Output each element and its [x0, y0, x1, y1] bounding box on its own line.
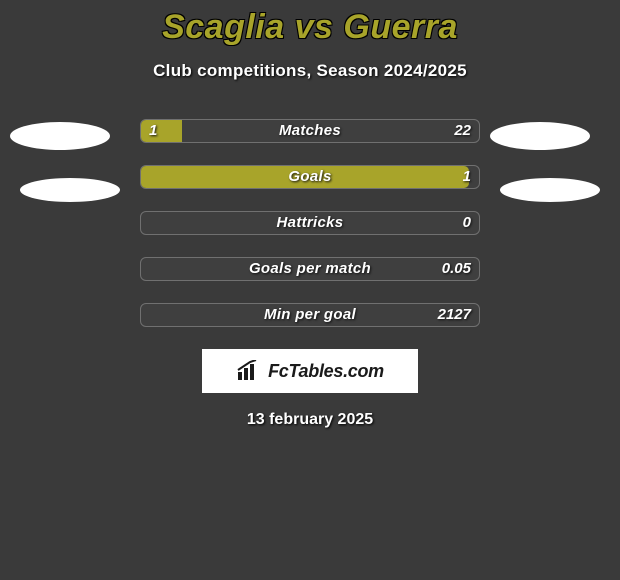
stat-row: Goals1	[140, 165, 480, 189]
stat-row: Goals per match0.05	[140, 257, 480, 281]
title: Scaglia vs Guerra	[162, 8, 458, 46]
source-logo-text: FcTables.com	[268, 361, 384, 382]
stat-right-value: 2127	[438, 304, 471, 326]
stat-label: Min per goal	[141, 304, 479, 326]
stat-right-value: 22	[454, 120, 471, 142]
stat-label: Goals	[141, 166, 479, 188]
subtitle: Club competitions, Season 2024/2025	[0, 61, 620, 81]
stat-right-value: 0.05	[442, 258, 471, 280]
stat-row: Hattricks0	[140, 211, 480, 235]
stat-label: Hattricks	[141, 212, 479, 234]
stat-label: Goals per match	[141, 258, 479, 280]
date: 13 february 2025	[0, 411, 620, 429]
stat-row: Min per goal2127	[140, 303, 480, 327]
title-row: Scaglia vs Guerra	[0, 0, 620, 47]
stat-left-value: 1	[149, 120, 157, 142]
stat-label: Matches	[141, 120, 479, 142]
stats-comparison-card: Scaglia vs Guerra Club competitions, Sea…	[0, 0, 620, 580]
stat-right-value: 1	[463, 166, 471, 188]
bars-zone: Matches122Goals1Hattricks0Goals per matc…	[0, 119, 620, 327]
player-right-name: Guerra	[343, 8, 458, 46]
player-left-name: Scaglia	[162, 8, 285, 46]
source-logo: FcTables.com	[236, 360, 384, 382]
stat-row: Matches1 22	[140, 119, 480, 143]
bars-icon	[236, 360, 262, 382]
source-logo-box: FcTables.com	[202, 349, 418, 393]
title-vs: vs	[295, 8, 334, 46]
stat-right-value: 0	[463, 212, 471, 234]
